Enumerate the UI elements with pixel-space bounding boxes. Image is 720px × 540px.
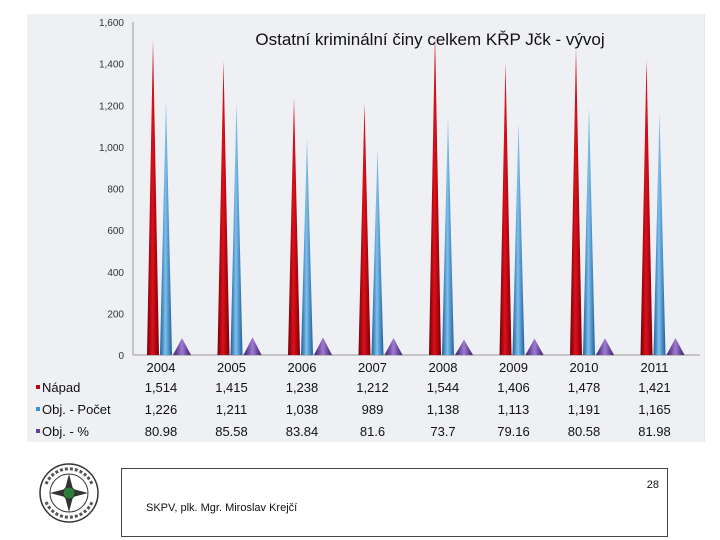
data-label: 83.84 xyxy=(286,424,319,439)
bar-obj-po-et-2005 xyxy=(230,102,243,355)
data-label: 73.7 xyxy=(430,424,455,439)
x-tick-label: 2004 xyxy=(147,360,176,375)
y-tick-label: 1,200 xyxy=(99,101,124,112)
bar-obj--2009 xyxy=(525,338,544,355)
bar-n-pad-2005 xyxy=(217,60,230,356)
data-label: 1,038 xyxy=(286,402,319,417)
bar-obj--2008 xyxy=(455,339,473,355)
data-label: 1,415 xyxy=(215,380,248,395)
legend-swatch xyxy=(36,407,40,411)
y-tick-label: 600 xyxy=(107,226,124,237)
data-label: 79.16 xyxy=(497,424,530,439)
data-label: 1,544 xyxy=(427,380,460,395)
data-table: 2004 2005 2006 2007 2008 2009 2010 2011 Nápad 1,5… xyxy=(36,360,671,439)
bar-n-pad-2007 xyxy=(358,102,371,355)
data-label: 1,138 xyxy=(427,402,460,417)
data-label: 1,478 xyxy=(568,380,601,395)
bar-n-pad-2011 xyxy=(640,59,653,356)
police-badge-icon xyxy=(38,462,100,524)
bar-obj--2010 xyxy=(596,338,614,355)
data-label: 1,191 xyxy=(568,402,601,417)
data-label: 81.98 xyxy=(638,424,671,439)
legend-label: Obj. - Počet xyxy=(42,402,111,417)
bar-n-pad-2004 xyxy=(147,39,159,356)
y-tick-label: 1,000 xyxy=(99,143,124,154)
chart-title: Ostatní kriminální činy celkem KŘP Jčk -… xyxy=(255,30,604,49)
x-tick-label: 2006 xyxy=(288,360,317,375)
x-tick-label: 2008 xyxy=(429,360,458,375)
x-tick-label: 2005 xyxy=(217,360,246,375)
bar-obj-po-et-2008 xyxy=(442,118,454,355)
bar-n-pad-2008 xyxy=(429,33,441,355)
y-tick-label: 1,400 xyxy=(99,60,124,71)
bar-obj--2006 xyxy=(314,337,332,355)
footer: 28 SKPV, plk. Mgr. Miroslav Krejčí xyxy=(121,468,668,537)
legend-swatch xyxy=(36,429,40,433)
bar-layer xyxy=(147,33,685,356)
bar-obj--2011 xyxy=(666,337,685,355)
data-label: 80.58 xyxy=(568,424,601,439)
legend-swatch xyxy=(36,385,40,389)
x-tick-label: 2010 xyxy=(570,360,599,375)
page-number: 28 xyxy=(646,479,659,491)
bar-obj-po-et-2010 xyxy=(583,107,595,355)
data-label: 1,421 xyxy=(638,380,671,395)
bar-obj-po-et-2007 xyxy=(371,149,384,355)
bar-n-pad-2009 xyxy=(499,62,512,355)
author-line: SKPV, plk. Mgr. Miroslav Krejčí xyxy=(146,502,298,514)
bar-n-pad-2006 xyxy=(288,97,300,355)
bar-obj-po-et-2006 xyxy=(301,138,313,355)
data-label: 1,113 xyxy=(498,402,530,417)
bar-obj-po-et-2004 xyxy=(160,99,172,356)
bar-obj-po-et-2009 xyxy=(512,123,525,355)
data-label: 1,212 xyxy=(356,380,389,395)
x-tick-label: 2007 xyxy=(358,360,387,375)
bar-obj--2007 xyxy=(384,338,403,355)
bar-chart: 0 200 400 600 800 1,000 1,200 1,400 1,600 Ostatn… xyxy=(36,18,700,439)
y-tick-label: 400 xyxy=(107,268,124,279)
x-tick-label: 2011 xyxy=(641,360,669,375)
data-label: 1,514 xyxy=(145,380,178,395)
bar-n-pad-2010 xyxy=(570,47,582,356)
bar-obj-po-et-2011 xyxy=(653,112,666,355)
y-tick-label: 0 xyxy=(118,351,124,362)
data-label: 85.58 xyxy=(215,424,248,439)
data-label: 1,406 xyxy=(497,380,530,395)
bar-obj--2005 xyxy=(243,337,262,355)
data-label: 989 xyxy=(362,402,384,417)
legend-label: Obj. - % xyxy=(42,424,89,439)
data-label: 1,238 xyxy=(286,380,319,395)
x-tick-label: 2009 xyxy=(499,360,528,375)
data-label: 1,165 xyxy=(638,402,671,417)
data-label: 80.98 xyxy=(145,424,178,439)
data-label: 81.6 xyxy=(360,424,385,439)
data-label: 1,226 xyxy=(145,402,178,417)
y-tick-label: 800 xyxy=(107,185,124,196)
bar-obj--2004 xyxy=(173,338,191,355)
y-tick-label: 200 xyxy=(107,309,124,320)
data-label: 1,211 xyxy=(216,402,248,417)
y-axis: 0 200 400 600 800 1,000 1,200 1,400 1,600 xyxy=(99,18,700,362)
y-tick-label: 1,600 xyxy=(99,18,124,29)
legend-label: Nápad xyxy=(42,380,80,395)
